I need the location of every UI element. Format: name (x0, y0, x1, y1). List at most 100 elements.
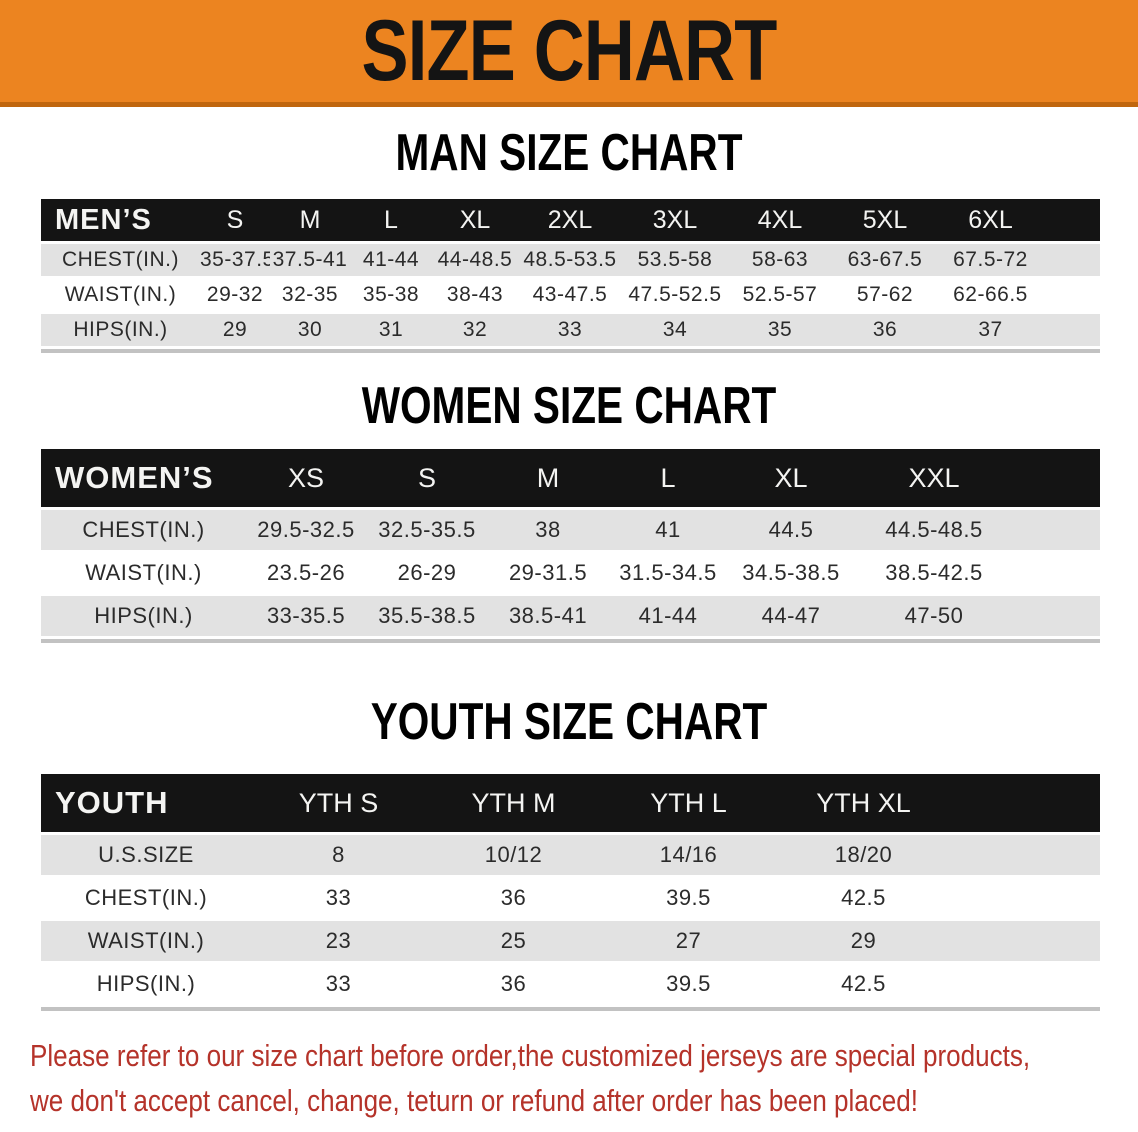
size-value-cell: 44-47 (728, 596, 854, 636)
size-value-cell: 34 (622, 314, 728, 346)
size-value-cell: 47.5-52.5 (622, 279, 728, 311)
size-value-cell: 44-48.5 (432, 244, 518, 276)
size-column-header: 2XL (518, 199, 622, 241)
size-chart-banner: SIZE CHART (0, 0, 1138, 107)
size-value-cell: 38.5-41 (488, 596, 608, 636)
banner-title: SIZE CHART (361, 3, 778, 99)
size-value-cell: 26-29 (366, 553, 488, 593)
spacer-cell (951, 921, 1100, 961)
size-value-cell: 42.5 (776, 878, 951, 918)
size-table-header-row: YOUTH YTH S YTH M YTH L YTH XL (41, 774, 1100, 832)
size-value-cell: 38.5-42.5 (854, 553, 1014, 593)
size-value-cell: 35-38 (350, 279, 432, 311)
spacer-cell (1014, 596, 1100, 636)
disclaimer: Please refer to our size chart before or… (30, 1033, 1138, 1123)
size-value-cell: 42.5 (776, 964, 951, 1004)
size-table-header-row: MEN’S S M L XL 2XL 3XL 4XL 5XL 6XL (41, 199, 1100, 241)
disclaimer-line-1: Please refer to our size chart before or… (30, 1038, 1031, 1073)
measurement-row-label: U.S.SIZE (41, 835, 251, 875)
size-value-cell: 30 (270, 314, 350, 346)
size-column-header: S (200, 199, 270, 241)
spacer-cell (1043, 199, 1100, 241)
size-value-cell: 27 (601, 921, 776, 961)
measurement-row-label: HIPS(IN.) (41, 964, 251, 1004)
size-value-cell: 33 (251, 964, 426, 1004)
man-size-chart-heading: MAN SIZE CHART (395, 124, 743, 182)
size-value-cell: 41-44 (350, 244, 432, 276)
size-value-cell: 31.5-34.5 (608, 553, 728, 593)
spacer-cell (1014, 510, 1100, 550)
table-group-label: MEN’S (41, 199, 200, 241)
spacer-cell (1043, 244, 1100, 276)
spacer-cell (951, 774, 1100, 832)
table-group-label: YOUTH (41, 774, 251, 832)
size-column-header: L (350, 199, 432, 241)
size-value-cell: 47-50 (854, 596, 1014, 636)
measurement-row-label: CHEST(IN.) (41, 244, 200, 276)
size-value-cell: 32 (432, 314, 518, 346)
size-column-header: 5XL (832, 199, 938, 241)
size-table-row: CHEST(IN.) 35-37.5 37.5-41 41-44 44-48.5 48.5… (41, 244, 1100, 276)
size-value-cell: 36 (832, 314, 938, 346)
size-table-row: HIPS(IN.) 29 30 31 32 33 34 35 36 37 (41, 314, 1100, 346)
size-value-cell: 39.5 (601, 964, 776, 1004)
size-value-cell: 41-44 (608, 596, 728, 636)
size-column-header: L (608, 449, 728, 507)
size-column-header: 4XL (728, 199, 832, 241)
size-column-header: 6XL (938, 199, 1043, 241)
size-value-cell: 31 (350, 314, 432, 346)
youth-size-chart-heading: YOUTH SIZE CHART (370, 693, 768, 751)
size-value-cell: 38-43 (432, 279, 518, 311)
size-column-header: S (366, 449, 488, 507)
size-table-row: U.S.SIZE 8 10/12 14/16 18/20 (41, 835, 1100, 875)
size-table-row: WAIST(IN.) 23 25 27 29 (41, 921, 1100, 961)
size-column-header: XL (728, 449, 854, 507)
size-value-cell: 32.5-35.5 (366, 510, 488, 550)
size-column-header: XXL (854, 449, 1014, 507)
size-value-cell: 35 (728, 314, 832, 346)
measurement-row-label: HIPS(IN.) (41, 314, 200, 346)
spacer-cell (1014, 553, 1100, 593)
mens-size-table: MEN’S S M L XL 2XL 3XL 4XL 5XL 6XL CHEST(IN.) 35-37… (41, 196, 1100, 353)
size-value-cell: 8 (251, 835, 426, 875)
womens-size-table: WOMEN’S XS S M L XL XXL CHEST(IN.) 29.5-32.5 32.5… (41, 446, 1100, 643)
size-value-cell: 62-66.5 (938, 279, 1043, 311)
size-value-cell: 41 (608, 510, 728, 550)
size-column-header: YTH L (601, 774, 776, 832)
size-value-cell: 44.5-48.5 (854, 510, 1014, 550)
size-value-cell: 48.5-53.5 (518, 244, 622, 276)
size-column-header: YTH S (251, 774, 426, 832)
table-group-label: WOMEN’S (41, 449, 246, 507)
size-value-cell: 53.5-58 (622, 244, 728, 276)
size-value-cell: 36 (426, 878, 601, 918)
measurement-row-label: CHEST(IN.) (41, 878, 251, 918)
size-value-cell: 33 (251, 878, 426, 918)
size-table-row: CHEST(IN.) 33 36 39.5 42.5 (41, 878, 1100, 918)
spacer-cell (951, 964, 1100, 1004)
size-value-cell: 18/20 (776, 835, 951, 875)
size-value-cell: 23 (251, 921, 426, 961)
size-value-cell: 35-37.5 (200, 244, 270, 276)
size-value-cell: 39.5 (601, 878, 776, 918)
size-value-cell: 63-67.5 (832, 244, 938, 276)
measurement-row-label: WAIST(IN.) (41, 921, 251, 961)
size-column-header: YTH M (426, 774, 601, 832)
size-column-header: YTH XL (776, 774, 951, 832)
size-table-row: WAIST(IN.) 29-32 32-35 35-38 38-43 43-47.5 47.… (41, 279, 1100, 311)
size-value-cell: 33 (518, 314, 622, 346)
size-value-cell: 14/16 (601, 835, 776, 875)
spacer-cell (1043, 279, 1100, 311)
size-value-cell: 29 (776, 921, 951, 961)
size-value-cell: 37 (938, 314, 1043, 346)
size-value-cell: 52.5-57 (728, 279, 832, 311)
size-value-cell: 58-63 (728, 244, 832, 276)
size-value-cell: 29-31.5 (488, 553, 608, 593)
size-value-cell: 57-62 (832, 279, 938, 311)
size-column-header: XS (246, 449, 366, 507)
size-table-row: CHEST(IN.) 29.5-32.5 32.5-35.5 38 41 44.5 44.5… (41, 510, 1100, 550)
size-value-cell: 37.5-41 (270, 244, 350, 276)
size-value-cell: 44.5 (728, 510, 854, 550)
measurement-row-label: CHEST(IN.) (41, 510, 246, 550)
size-column-header: 3XL (622, 199, 728, 241)
size-value-cell: 29-32 (200, 279, 270, 311)
